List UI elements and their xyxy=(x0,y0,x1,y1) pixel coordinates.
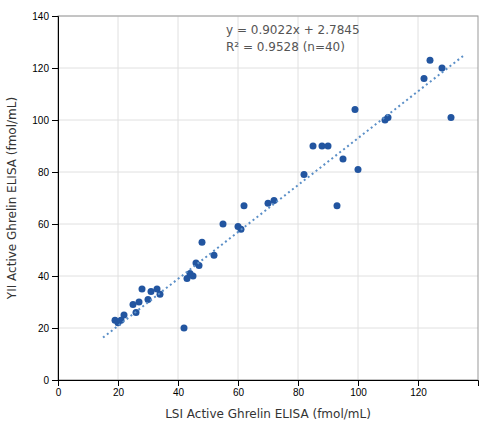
tick-mark xyxy=(118,380,119,386)
tick: 40 xyxy=(173,380,185,398)
grid-line xyxy=(58,276,478,277)
tick-label: 100 xyxy=(350,387,367,398)
tick-mark xyxy=(418,380,419,386)
grid-line xyxy=(58,224,478,225)
point xyxy=(190,273,197,280)
point xyxy=(448,114,455,121)
annotation: y = 0.9022x + 2.7845 xyxy=(226,23,360,37)
tick: 120 xyxy=(32,63,58,74)
tick: 60 xyxy=(233,380,245,398)
tick-mark xyxy=(52,276,58,277)
tick: 120 xyxy=(410,380,427,398)
tick-label: 80 xyxy=(293,387,305,398)
grid-line xyxy=(298,16,299,380)
tick-label: 20 xyxy=(38,323,50,334)
tick-mark xyxy=(358,380,359,386)
tick-mark xyxy=(52,224,58,225)
point xyxy=(265,200,272,207)
tick-label: 0 xyxy=(43,375,49,386)
tick-label: 0 xyxy=(56,387,62,398)
marks xyxy=(103,56,463,337)
point xyxy=(340,156,347,163)
axis-line xyxy=(52,17,59,381)
plot-frame xyxy=(58,16,478,380)
tick-mark xyxy=(52,380,58,381)
point xyxy=(241,202,248,209)
grid-line xyxy=(178,16,179,380)
tick-label: 20 xyxy=(113,387,125,398)
grid-line xyxy=(238,16,239,380)
point xyxy=(427,57,434,64)
point xyxy=(181,325,188,332)
point xyxy=(334,202,341,209)
annotation: R² = 0.9528 (n=40) xyxy=(226,40,345,54)
point xyxy=(421,75,428,82)
y-axis: 0 20 40 60 80 100 120 140 xyxy=(32,11,58,386)
point xyxy=(211,252,218,259)
x-axis-title: LSI Active Ghrelin ELISA (fmol/mL) xyxy=(165,407,371,421)
grid-line xyxy=(58,172,478,173)
grid-line xyxy=(418,16,419,380)
point xyxy=(136,299,143,306)
x-axis: 0 20 40 60 80 100 120 xyxy=(56,380,479,398)
tick-label: 80 xyxy=(38,167,50,178)
y-axis-title: YII Active Ghrelin ELISA (fmol/mL) xyxy=(5,97,19,300)
tick: 0 xyxy=(43,375,58,386)
chart: 0 20 40 60 80 100 120 0 20 40 60 80 100 120 140 y = 0.9… xyxy=(0,0,500,430)
tick-mark xyxy=(52,68,58,69)
axis-line xyxy=(59,381,479,387)
point xyxy=(220,221,227,228)
grid-line xyxy=(58,328,478,329)
tick-mark xyxy=(52,16,58,17)
tick-label: 140 xyxy=(32,11,49,22)
tick-mark xyxy=(238,380,239,386)
grid-line xyxy=(58,120,478,121)
point xyxy=(148,288,155,295)
tick-label: 120 xyxy=(32,63,49,74)
tick-mark xyxy=(52,120,58,121)
tick: 100 xyxy=(350,380,367,398)
tick-label: 40 xyxy=(173,387,185,398)
point xyxy=(319,143,326,150)
point xyxy=(199,239,206,246)
tick: 80 xyxy=(293,380,305,398)
point xyxy=(439,65,446,72)
regression-line xyxy=(103,56,463,337)
grid-line xyxy=(358,16,359,380)
tick-label: 60 xyxy=(38,219,50,230)
tick-mark xyxy=(52,328,58,329)
tick-label: 60 xyxy=(233,387,245,398)
tick: 140 xyxy=(32,11,58,22)
tick-mark xyxy=(178,380,179,386)
tick-label: 120 xyxy=(410,387,427,398)
point xyxy=(301,171,308,178)
grid xyxy=(58,16,478,380)
tick-mark xyxy=(298,380,299,386)
tick-label: 40 xyxy=(38,271,50,282)
tick-mark xyxy=(52,172,58,173)
tick-label: 100 xyxy=(32,115,49,126)
point xyxy=(325,143,332,150)
point xyxy=(139,286,146,293)
grid-line xyxy=(58,68,478,69)
tick: 40 xyxy=(38,271,58,282)
point xyxy=(130,301,137,308)
plot: 0 20 40 60 80 100 120 0 20 40 60 80 100 120 140 y = 0.9… xyxy=(32,11,478,398)
point xyxy=(355,166,362,173)
tick: 100 xyxy=(32,115,58,126)
point xyxy=(271,197,278,204)
point xyxy=(121,312,128,319)
tick: 60 xyxy=(38,219,58,230)
point xyxy=(310,143,317,150)
tick: 20 xyxy=(113,380,125,398)
point xyxy=(352,106,359,113)
tick: 80 xyxy=(38,167,58,178)
tick: 20 xyxy=(38,323,58,334)
tick: 0 xyxy=(56,380,62,398)
